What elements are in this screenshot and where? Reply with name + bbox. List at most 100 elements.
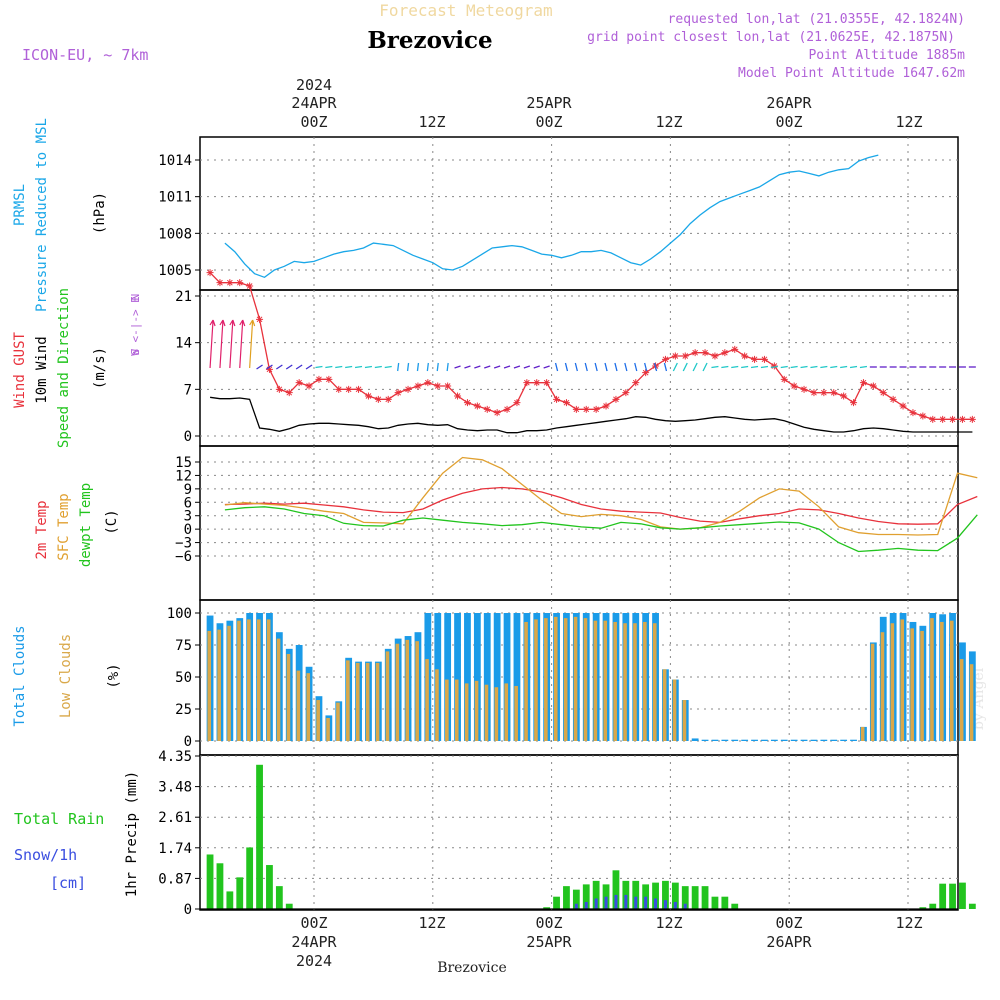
gust-marker bbox=[661, 355, 669, 363]
wind-arrow bbox=[374, 365, 382, 369]
temp-line-2m-temp bbox=[224, 486, 978, 525]
precip-ytick-label: 1.74 bbox=[158, 841, 192, 857]
snow-bar bbox=[584, 901, 588, 909]
gust-marker bbox=[968, 415, 976, 423]
clouds-ytick-label: 0 bbox=[184, 734, 192, 750]
pressure-line-prmsl bbox=[224, 154, 879, 279]
clouds-label-1: Total Clouds bbox=[12, 625, 28, 726]
temp-ytick-label: 0 bbox=[184, 522, 192, 538]
wind-arrow bbox=[644, 362, 648, 372]
temp-unit: (C) bbox=[104, 509, 120, 534]
wind-arrow bbox=[800, 365, 808, 369]
gust-marker bbox=[879, 389, 887, 397]
cloud-low-bar bbox=[306, 673, 311, 741]
gust-marker bbox=[632, 379, 640, 387]
temp-line-sfc-temp bbox=[224, 456, 978, 536]
wind-arrow bbox=[315, 365, 323, 369]
rain-bar bbox=[246, 847, 254, 909]
temp-ytick-label: −3 bbox=[175, 536, 192, 552]
wind-arrow bbox=[604, 362, 608, 372]
wind-arrow bbox=[523, 365, 531, 369]
gust-marker bbox=[236, 279, 244, 287]
precip-ytick-label: 0.87 bbox=[158, 871, 192, 887]
rain-bar bbox=[968, 903, 976, 909]
gust-marker bbox=[493, 409, 501, 417]
model-label: ICON-EU, ~ 7km bbox=[22, 46, 148, 64]
wind-arrow bbox=[219, 319, 226, 369]
wind-arrow bbox=[849, 365, 858, 369]
gust-marker bbox=[780, 375, 788, 383]
wind-arrow bbox=[426, 362, 429, 372]
gust-marker bbox=[246, 282, 254, 290]
wind-arrow bbox=[624, 362, 628, 372]
gust-marker bbox=[731, 345, 739, 353]
gust-marker bbox=[711, 352, 719, 360]
rain-bar bbox=[959, 882, 966, 909]
cloud-low-bar bbox=[385, 651, 390, 741]
cloud-low-bar bbox=[652, 623, 657, 741]
cloud-low-bar bbox=[405, 639, 410, 741]
cloud-low-bar bbox=[593, 620, 598, 741]
cloud-low-bar bbox=[355, 662, 360, 741]
wind-ytick-label: 21 bbox=[175, 289, 192, 305]
temp-ytick-label: 15 bbox=[175, 455, 192, 471]
cloud-total-bar bbox=[711, 739, 719, 741]
gust-marker bbox=[899, 402, 907, 410]
rain-bar bbox=[592, 880, 600, 909]
rain-bar bbox=[543, 907, 551, 909]
cloud-low-bar bbox=[435, 669, 439, 741]
cloud-total-bar bbox=[691, 738, 699, 741]
pressure-ytick-label: 1014 bbox=[158, 153, 192, 169]
grid-coords: grid point closest lon,lat (21.0625E, 42… bbox=[587, 30, 955, 45]
top-date-26apr: 26APR bbox=[766, 94, 812, 112]
snow-bar bbox=[574, 903, 578, 909]
gust-marker bbox=[850, 399, 858, 407]
point-altitude: Point Altitude 1885m bbox=[808, 48, 965, 63]
cloud-low-bar bbox=[890, 623, 895, 741]
bottom-year: 2024 bbox=[296, 952, 332, 970]
wind-arrow bbox=[721, 365, 729, 369]
wind-arrow bbox=[384, 365, 392, 369]
wind-arrow bbox=[830, 365, 838, 369]
gust-marker bbox=[958, 415, 966, 423]
wind-arrow bbox=[564, 362, 569, 372]
wind-arrow bbox=[810, 365, 818, 369]
wind-arrow bbox=[672, 362, 678, 372]
cloud-low-bar bbox=[474, 680, 479, 741]
precip-label-rain: Total Rain bbox=[14, 810, 104, 828]
cloud-low-bar bbox=[969, 664, 974, 741]
rain-bar bbox=[671, 882, 679, 909]
gust-marker bbox=[513, 399, 521, 407]
cloud-low-bar bbox=[880, 632, 885, 741]
footer-station: Brezovice bbox=[437, 960, 507, 976]
rain-bar bbox=[226, 891, 234, 909]
cloud-total-bar bbox=[493, 613, 501, 741]
wind-arrow bbox=[840, 365, 848, 369]
wind-arrow bbox=[741, 365, 749, 369]
gust-marker bbox=[364, 392, 372, 400]
cloud-low-bar bbox=[544, 618, 548, 741]
precip-label-cm: [cm] bbox=[50, 874, 86, 892]
rain-bar bbox=[939, 883, 947, 909]
compass-we: W <-|-> E bbox=[129, 296, 142, 356]
gust-marker bbox=[523, 379, 531, 387]
gust-marker bbox=[315, 375, 323, 383]
wind-arrow bbox=[345, 365, 353, 369]
cloud-total-bar bbox=[800, 739, 808, 741]
cloud-low-bar bbox=[296, 670, 301, 741]
gust-marker bbox=[840, 392, 848, 400]
rain-bar bbox=[563, 886, 570, 909]
gust-marker bbox=[671, 352, 679, 360]
gust-marker bbox=[800, 385, 808, 393]
gust-marker bbox=[751, 355, 759, 363]
cloud-low-bar bbox=[583, 618, 588, 741]
cloud-total-bar bbox=[731, 739, 739, 741]
snow-bar bbox=[663, 900, 667, 909]
gust-marker bbox=[612, 395, 620, 403]
temp-line-dewpt-temp bbox=[224, 506, 978, 553]
rain-bar bbox=[919, 907, 927, 909]
wind-arrow bbox=[554, 362, 559, 372]
pressure-label-2: Pressure Reduced to MSL bbox=[34, 118, 50, 312]
rain-bar bbox=[216, 863, 224, 909]
cloud-low-bar bbox=[316, 700, 320, 741]
